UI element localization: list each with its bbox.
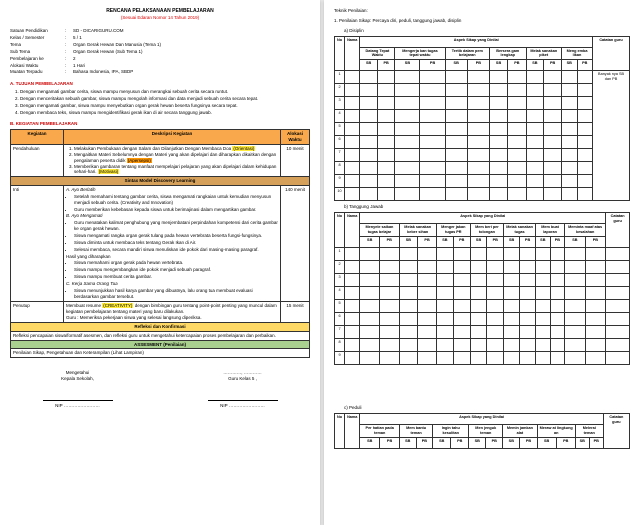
table-peduli: No Nama Aspek Sikap yang Dinilai Catatan… bbox=[334, 413, 630, 449]
tujuan-list: Dengan mengamati gambar cerita, siswa ma… bbox=[10, 89, 310, 115]
penilaian-1: 1. Penilaian Sikap: Percaya diri, peduli… bbox=[334, 18, 630, 24]
page-2: Teknik Penilaian: 1. Penilaian Sikap: Pe… bbox=[324, 0, 640, 525]
sub-a: a) Disiplin bbox=[344, 28, 630, 34]
table-disiplin: No Nama Aspek Sikap yang Dinilai Catatan… bbox=[334, 36, 630, 202]
info-block: Satuan Pendidikan:SD - DICARIGURU.COM Ke… bbox=[10, 28, 310, 75]
pendahuluan-cell: Melakukan Pembukaan dengan Salam dan Dil… bbox=[64, 145, 281, 177]
doc-header: RENCANA PELAKSANAAN PEMBELAJARAN (Sesuai… bbox=[10, 8, 310, 20]
penutup-cell: Membuat resume (CREATIVITY) dengan bimbi… bbox=[64, 302, 281, 323]
signature-block: Mengetahui Kepala Sekolah, NIP …………………… … bbox=[10, 370, 310, 408]
inti-cell: A. Ayo Berlatih Setelah memahami tentang… bbox=[64, 186, 281, 302]
kegiatan-heading: B. KEGIATAN PEMBELAJARAN bbox=[10, 121, 310, 127]
page-1: RENCANA PELAKSANAAN PEMBELAJARAN (Sesuai… bbox=[0, 0, 320, 525]
sub-c: c) Peduli bbox=[344, 405, 630, 411]
sub-b: b) Tanggung Jawab bbox=[344, 204, 630, 210]
table-tanggung: No Nama Aspek Sikap yang Dinilai Catatan… bbox=[334, 212, 630, 365]
tujuan-heading: A. TUJUAN PEMBELAJARAN bbox=[10, 81, 310, 87]
kegiatan-table: Kegiatan Deskripsi Kegiatan Alokasi Wakt… bbox=[10, 129, 310, 358]
teknik-label: Teknik Penilaian: bbox=[334, 8, 630, 14]
subtitle: (Sesuai Edaran Nomor 14 Tahun 2019) bbox=[10, 15, 310, 21]
